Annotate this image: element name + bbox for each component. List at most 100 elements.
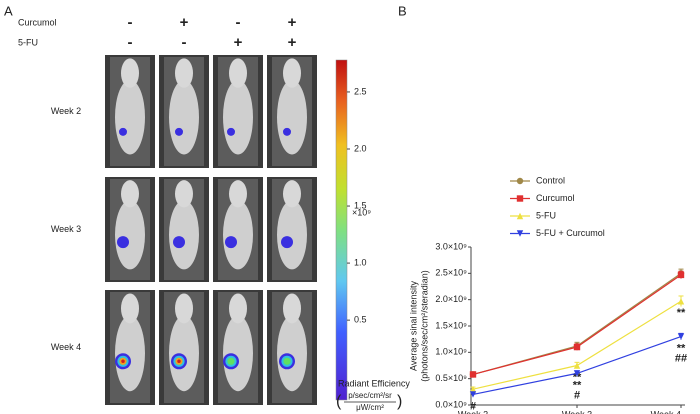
treatment-sign: + — [234, 34, 243, 51]
point — [677, 333, 685, 340]
mouse-body — [277, 79, 307, 155]
week-label: Week 4 — [51, 342, 81, 352]
legend-label: Control — [536, 175, 565, 185]
colorbar-multiplier: ×10⁹ — [352, 207, 371, 217]
tumor-signal — [225, 236, 237, 249]
significance-label: # — [574, 389, 580, 401]
y-tick-label: 3.0×10⁹ — [435, 241, 467, 251]
point — [469, 391, 477, 398]
point — [516, 212, 524, 220]
mouse-body — [169, 315, 199, 392]
mouse-head — [175, 293, 193, 324]
panel-label: B — [398, 3, 407, 18]
week-label: Week 2 — [51, 106, 81, 116]
mouse-head — [283, 180, 301, 208]
mouse-head — [283, 58, 301, 88]
mouse-image — [159, 290, 209, 405]
legend-label: 5-FU — [536, 210, 556, 220]
y-axis-title: Average sinal intensity — [408, 281, 418, 371]
mouse-image — [267, 290, 317, 405]
bracket: ( — [336, 393, 342, 410]
mouse-body — [169, 200, 199, 270]
mouse-head — [121, 293, 139, 324]
y-tick-label: 1.0×10⁹ — [435, 347, 467, 357]
mouse-head — [175, 180, 193, 208]
mouse-body — [115, 315, 145, 392]
point — [469, 371, 477, 378]
colorbar-tick-label: 0.5 — [354, 315, 367, 325]
significance-label: ## — [675, 352, 687, 364]
point — [573, 370, 581, 377]
x-tick-label: Week 3 — [562, 409, 592, 414]
legend-label: Curcumol — [536, 193, 575, 203]
colorbar-tick-label: 2.5 — [354, 86, 367, 96]
panel-label: A — [4, 3, 13, 18]
point — [469, 386, 477, 393]
mouse-body — [223, 79, 253, 155]
mouse-head — [229, 180, 247, 208]
significance-label: ** — [573, 379, 582, 391]
tumor-signal — [227, 127, 235, 136]
mouse-body — [277, 315, 307, 392]
mouse-body — [223, 315, 253, 392]
mouse-head — [121, 58, 139, 88]
x-tick-label: Week 4 — [651, 409, 681, 414]
mouse-image — [105, 290, 155, 405]
mouse-body — [115, 79, 145, 155]
point — [516, 230, 524, 237]
mouse-image — [267, 177, 317, 282]
point — [516, 177, 524, 185]
colorbar-tick-label: 2.0 — [354, 143, 367, 153]
treatment-sign: + — [288, 34, 297, 51]
point — [573, 362, 581, 369]
significance-label: ** — [677, 342, 686, 354]
colorbar — [335, 59, 348, 401]
mouse-head — [229, 293, 247, 324]
treatment-label: Curcumol — [18, 17, 57, 27]
mouse-body — [115, 200, 145, 270]
treatment-sign: - — [182, 34, 187, 51]
legend-label: 5-FU + Curcumol — [536, 228, 605, 238]
bracket: ) — [397, 393, 402, 410]
y-axis-title: (photons/sec/cm²/steradian) — [419, 270, 429, 382]
tumor-signal — [117, 236, 129, 249]
y-tick-label: 1.5×10⁹ — [435, 320, 467, 330]
point — [677, 298, 685, 305]
mouse-image — [213, 290, 263, 405]
mouse-body — [223, 200, 253, 270]
point — [516, 195, 524, 202]
mouse-image — [213, 177, 263, 282]
mouse-image — [159, 177, 209, 282]
tumor-signal — [281, 236, 293, 249]
tumor-signal — [177, 359, 181, 364]
mouse-image — [105, 55, 155, 168]
mouse-body — [169, 79, 199, 155]
colorbar-tick-label: 1.5 — [354, 200, 367, 210]
mouse-head — [229, 58, 247, 88]
y-tick-label: 0.0×10⁹ — [435, 399, 467, 409]
point — [573, 343, 581, 351]
mouse-image — [159, 55, 209, 168]
tumor-signal — [173, 236, 185, 249]
mouse-head — [175, 58, 193, 88]
colorbar-label: Radiant Efficiency — [338, 378, 410, 388]
mouse-image — [267, 55, 317, 168]
significance-label: ** — [677, 307, 686, 319]
treatment-sign: - — [236, 14, 241, 31]
colorbar-tick-label: 1.0 — [354, 257, 367, 267]
significance-label: # — [470, 400, 476, 412]
tumor-signal — [119, 127, 127, 136]
mouse-head — [283, 293, 301, 324]
week-label: Week 3 — [51, 224, 81, 234]
colorbar-unit: μW/cm² — [356, 403, 384, 412]
mouse-body — [277, 200, 307, 270]
tumor-signal — [283, 127, 291, 136]
tumor-signal — [227, 357, 235, 365]
colorbar-unit: p/sec/cm²/sr — [348, 391, 392, 400]
series-line — [472, 272, 682, 376]
tumor-signal — [121, 359, 125, 364]
x-tick-label: Week 2 — [458, 409, 488, 414]
mouse-image — [105, 177, 155, 282]
treatment-sign: + — [180, 14, 189, 31]
